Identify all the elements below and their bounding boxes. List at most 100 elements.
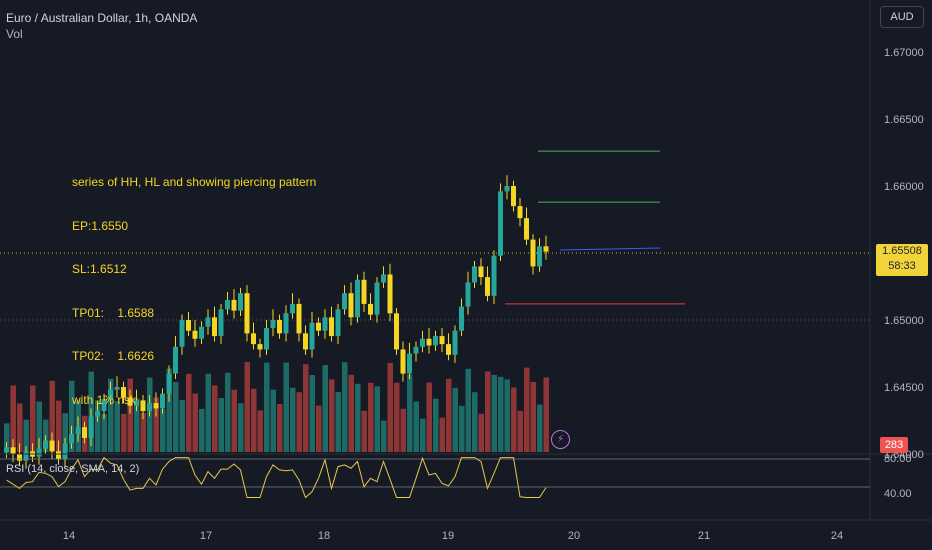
candle-body	[127, 397, 133, 406]
volume-bar	[537, 404, 543, 452]
volume-bar	[530, 382, 536, 452]
volume-bar	[108, 378, 114, 452]
volume-bar	[283, 362, 289, 452]
volume-tag: 283	[880, 437, 908, 453]
candle-body	[244, 293, 250, 334]
volume-bar	[413, 401, 419, 452]
candle-body	[10, 447, 16, 454]
rsi-tick-label: 40.00	[884, 488, 912, 500]
volume-bar	[459, 405, 465, 452]
candle-body	[231, 299, 237, 311]
volume-bar	[335, 392, 341, 452]
volume-bar	[381, 420, 387, 452]
candle-body	[283, 313, 289, 334]
volume-bar	[218, 398, 224, 452]
candle-body	[121, 387, 126, 398]
candle-body	[205, 317, 211, 327]
volume-bar	[465, 368, 471, 452]
volume-bar	[387, 362, 393, 452]
volume-bar	[199, 408, 205, 452]
volume-bar	[355, 383, 361, 452]
volume-indicator-label[interactable]: Vol	[6, 27, 23, 41]
candle-body	[4, 447, 9, 453]
candle-body	[537, 246, 542, 267]
currency-button[interactable]: AUD	[880, 6, 924, 28]
candle-body	[153, 403, 159, 409]
candle-body	[173, 346, 178, 374]
volume-bar	[160, 409, 166, 452]
candle-body	[524, 218, 529, 240]
price-tick-label: 1.66500	[884, 114, 924, 126]
trade-annotation[interactable]: series of HH, HL and showing piercing pa…	[72, 146, 316, 422]
candle-body	[452, 330, 458, 355]
time-tick-label: 20	[568, 530, 580, 542]
candle-body	[433, 336, 438, 346]
volume-bar	[426, 382, 432, 452]
candle-body	[498, 191, 503, 256]
candle-body	[446, 344, 451, 355]
volume-bar	[140, 412, 146, 452]
volume-bar	[186, 373, 192, 452]
candle-body	[400, 349, 406, 374]
volume-bar	[205, 373, 211, 452]
candle-body	[43, 440, 48, 449]
volume-bar	[543, 377, 549, 452]
candle-body	[134, 400, 139, 406]
volume-bar	[238, 403, 244, 452]
candle-body	[420, 338, 425, 347]
volume-bar	[290, 387, 296, 452]
volume-bar	[23, 419, 29, 452]
rsi-line	[6, 456, 547, 499]
volume-bar	[264, 362, 270, 452]
volume-bar	[374, 386, 380, 452]
annotation-line: EP:1.6550	[72, 218, 129, 233]
candle-body	[322, 317, 328, 331]
volume-bar	[433, 398, 439, 452]
candle-body	[160, 393, 165, 409]
volume-bar	[231, 389, 237, 452]
candle-body	[368, 303, 373, 315]
volume-bar	[10, 385, 16, 452]
lightning-icon[interactable]: ⚡	[551, 430, 570, 449]
candle-body	[17, 454, 22, 461]
time-tick-label: 24	[831, 530, 843, 542]
volume-bar	[173, 382, 179, 452]
volume-bar	[69, 380, 75, 452]
rsi-panel: 80.00 40.00	[0, 453, 932, 500]
candle-body	[212, 317, 217, 337]
volume-bar	[329, 379, 335, 452]
volume-bar	[361, 410, 367, 452]
candle-body	[251, 333, 256, 345]
rsi-label[interactable]: RSI (14, close, SMA, 14, 2)	[6, 463, 140, 475]
candle-body	[199, 326, 204, 339]
volume-bar	[348, 374, 354, 452]
volume-bar	[368, 382, 374, 452]
volume-bar	[472, 392, 478, 452]
time-axis[interactable]: 14 17 18 19 20 21 24	[0, 519, 932, 542]
candle-body	[303, 333, 308, 350]
candle-body	[517, 206, 523, 219]
volume-bar	[179, 400, 185, 452]
volume-bar	[485, 371, 491, 452]
volume-bar	[504, 379, 510, 452]
volume-bar	[153, 397, 159, 452]
candle-body	[504, 186, 510, 192]
price-axis[interactable]: 1.675001.670001.665001.660001.655001.650…	[884, 0, 924, 461]
volume-bar	[244, 362, 250, 452]
volume-bar	[342, 362, 348, 452]
candle-body	[140, 400, 146, 412]
time-tick-label: 14	[63, 530, 75, 542]
volume-bar	[95, 400, 101, 452]
volume-bar	[400, 408, 406, 452]
volume-bar	[511, 387, 517, 452]
annotation-line: SL:1.6512	[72, 262, 127, 276]
candle-body	[186, 320, 191, 331]
volume-bar	[30, 385, 36, 452]
volume-bar	[524, 367, 530, 452]
volume-bar	[296, 392, 302, 452]
candle-body	[108, 389, 113, 400]
volume-bar	[420, 418, 426, 452]
candle-body	[335, 309, 341, 337]
volume-bar	[127, 378, 133, 452]
